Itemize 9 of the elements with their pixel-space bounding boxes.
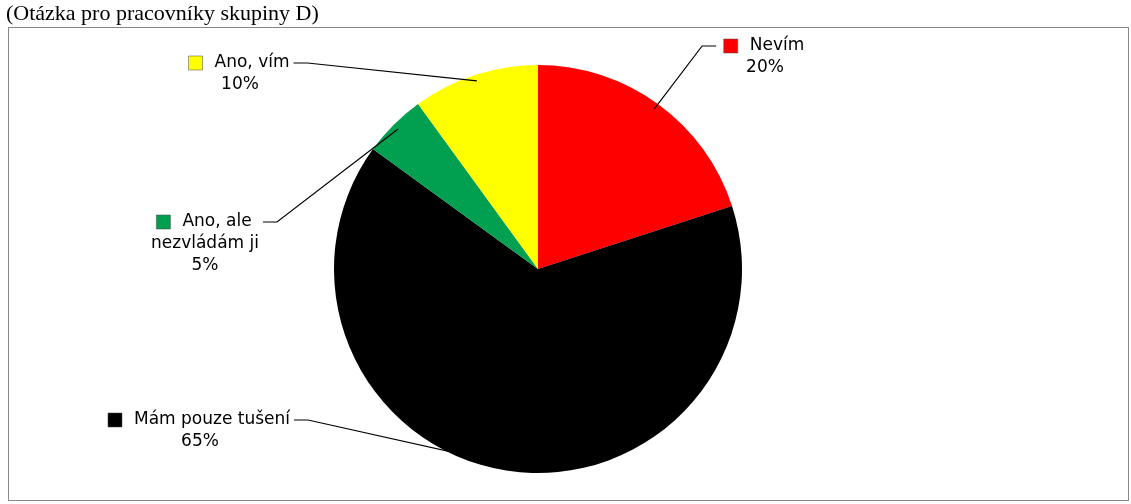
legend-label: Nevím [749,34,805,55]
data-label: 10% [221,73,259,94]
legend-label: Ano, vím [214,51,290,72]
data-label: 65% [181,430,219,451]
data-label: 20% [746,56,784,77]
legend-label: Mám pouze tušení [133,408,292,429]
data-label: 5% [191,254,219,275]
legend-label: Ano, ale nezvládám ji [151,210,259,253]
chart-title: (Otázka pro pracovníky skupiny D) [6,0,319,26]
